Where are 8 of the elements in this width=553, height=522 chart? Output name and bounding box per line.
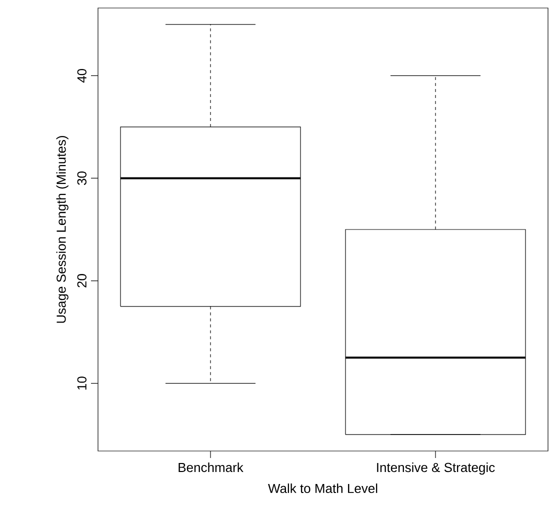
- x-tick-label: Intensive & Strategic: [377, 462, 495, 475]
- y-tick-label: 40: [77, 68, 86, 83]
- y-tick-label: 20: [77, 274, 86, 288]
- y-tick-label: 10: [77, 376, 86, 390]
- y-axis-title: Usage Session Length (Minutes): [56, 136, 68, 323]
- x-axis-title: Walk to Math Level: [268, 484, 378, 494]
- x-tick-label: Benchmark: [178, 462, 244, 472]
- y-tick-label: 30: [77, 172, 86, 185]
